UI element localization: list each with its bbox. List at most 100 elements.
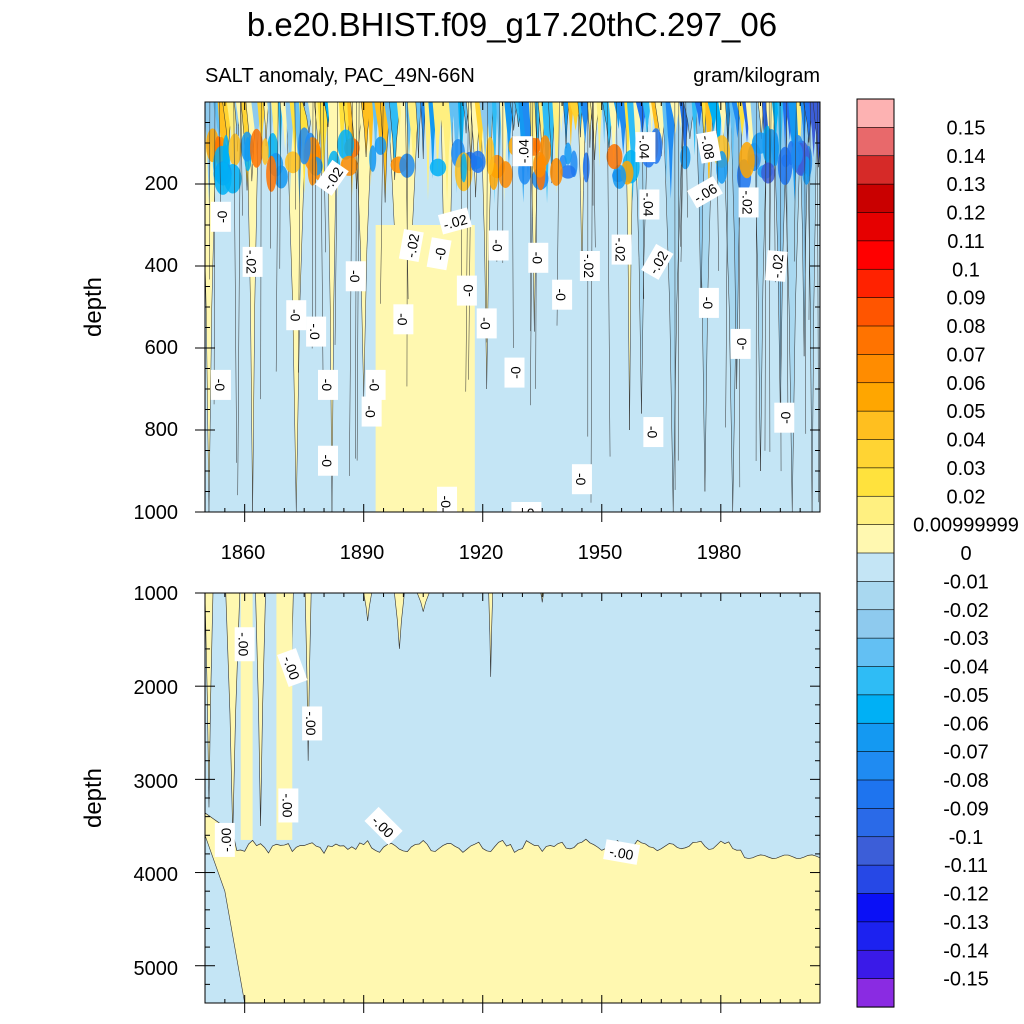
upper-panel-ticks xyxy=(195,101,821,522)
contour-label-box xyxy=(210,201,231,232)
colorbar-label: 0.15 xyxy=(947,117,986,139)
contour-label: -.02 xyxy=(315,159,349,196)
colorbar-swatch xyxy=(856,467,895,497)
contour-line xyxy=(334,102,339,345)
colorbar-label: -0.11 xyxy=(944,855,988,877)
colorbar-frame xyxy=(856,98,895,1008)
colorbar-label: 0.04 xyxy=(947,430,986,452)
colorbar-swatch xyxy=(856,921,895,951)
upper-panel-fills xyxy=(205,102,820,512)
contour-label: -.02 xyxy=(437,207,473,235)
contour-fill xyxy=(504,102,514,166)
colorbar-swatch xyxy=(856,864,895,895)
contour-line xyxy=(607,102,611,457)
contour-label-box xyxy=(603,839,641,865)
contour-label-box xyxy=(512,136,533,167)
contour-fill xyxy=(285,102,295,198)
contour-label-text: -.00 xyxy=(608,843,635,863)
contour-fill xyxy=(326,102,338,512)
contour-fill xyxy=(499,102,509,203)
colorbar-label: 0.02 xyxy=(947,486,986,508)
colorbar-swatch xyxy=(856,694,895,724)
contour-fill xyxy=(587,102,593,148)
contour-label-text: -.02 xyxy=(768,253,786,279)
colorbar-swatch xyxy=(856,212,895,242)
contour-line xyxy=(311,102,314,349)
contour-fill xyxy=(751,132,770,154)
xtick-label-1860: 1860 xyxy=(221,542,266,564)
contour-label: -.0 xyxy=(306,316,327,347)
contour-label-text: -0 xyxy=(644,426,660,439)
colorbar-swatch xyxy=(856,354,895,384)
contour-line xyxy=(592,102,596,248)
contour-fill xyxy=(606,144,623,170)
contour-fill xyxy=(337,129,355,160)
xtick-label-1920: 1920 xyxy=(459,542,504,564)
upper-ytick-label-1000: 1000 xyxy=(134,502,179,524)
lower-ytick-label-5000: 5000 xyxy=(134,958,179,980)
colorbar-swatch xyxy=(856,127,895,157)
contour-fill xyxy=(729,102,736,171)
contour-line xyxy=(804,102,807,434)
contour-fill xyxy=(228,133,242,166)
contour-label: -0 xyxy=(571,464,592,495)
contour-label-text: -.02 xyxy=(402,232,422,259)
lower-panel-ticks xyxy=(195,592,821,1013)
contour-line xyxy=(486,102,488,343)
contour-label-text: -0 xyxy=(438,496,454,509)
colorbar-swatch xyxy=(856,552,895,582)
contour-label-box xyxy=(696,130,722,164)
contour-label-box xyxy=(365,369,386,400)
contour-label-box xyxy=(361,396,382,427)
contour-label-text: -.02 xyxy=(581,254,597,278)
contour-fill xyxy=(582,152,590,183)
colorbar-label: -0.02 xyxy=(943,600,989,622)
contour-fill xyxy=(429,158,447,177)
xtick-label-1950: 1950 xyxy=(578,542,623,564)
colorbar-label: -0.05 xyxy=(943,685,989,707)
colorbar-label: -0.09 xyxy=(943,798,989,820)
colorbar-label: -0.14 xyxy=(943,940,989,962)
lower-panel-contour-labels: -.00-.00-.00-.00-.00-.00-.00 xyxy=(214,627,641,865)
contour-line xyxy=(465,102,469,392)
contour-label-text: -0 xyxy=(212,379,228,392)
contour-fill xyxy=(533,137,541,154)
contour-fill xyxy=(375,225,475,512)
contour-label: -0 xyxy=(456,275,477,306)
colorbar-swatch xyxy=(856,893,895,923)
contour-fill xyxy=(363,593,372,621)
colorbar-label: 0.06 xyxy=(947,373,986,395)
contour-fill xyxy=(560,165,576,179)
contour-label: -0 xyxy=(286,300,307,331)
contour-label: -0 xyxy=(774,402,795,433)
contour-fill xyxy=(354,102,373,398)
colorbar-label: 0.07 xyxy=(947,344,986,366)
contour-label-box xyxy=(398,228,424,263)
contour-label-text: -0 xyxy=(490,239,506,252)
colorbar-label: -0.01 xyxy=(943,571,989,593)
colorbar-label: 0.09 xyxy=(947,288,986,310)
lower-panel-fills xyxy=(205,593,820,1003)
contour-line xyxy=(233,102,237,463)
contour-fill xyxy=(791,146,800,172)
contour-fill xyxy=(214,161,232,195)
contour-label-box xyxy=(364,806,403,846)
colorbar-label: -0.15 xyxy=(943,969,989,991)
contour-label: -.08 xyxy=(696,130,722,164)
contour-label-box xyxy=(306,316,327,347)
contour-fill xyxy=(367,102,374,187)
contour-line xyxy=(213,102,216,405)
contour-label: -.00 xyxy=(277,648,308,687)
contour-label-text: -.04 xyxy=(515,139,531,163)
contour-label-box xyxy=(393,304,414,335)
contour-label-box xyxy=(639,189,660,220)
contour-line xyxy=(677,102,680,461)
upper-ytick-label-400: 400 xyxy=(145,255,178,277)
contour-label-text: -0 xyxy=(777,411,793,424)
colorbar-label: -0.13 xyxy=(943,912,989,934)
contour-fill xyxy=(540,593,545,603)
contour-label: -.02 xyxy=(611,234,632,265)
colorbar-swatch xyxy=(856,382,895,412)
contour-line xyxy=(237,102,241,496)
colorbar-label: 0.12 xyxy=(947,203,986,225)
